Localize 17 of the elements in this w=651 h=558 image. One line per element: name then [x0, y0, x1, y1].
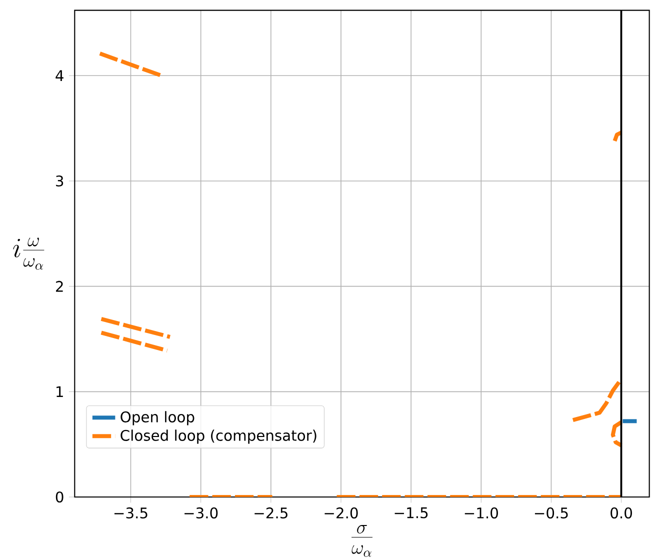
- x-tick-label: −2.5: [254, 507, 288, 518]
- y-tick-label: 4: [56, 70, 64, 81]
- x-tick-label: −0.5: [534, 507, 568, 518]
- legend-label: Open loop: [120, 411, 194, 426]
- y-tick-label: 3: [56, 175, 64, 187]
- x-tick-label: −3.0: [184, 507, 218, 518]
- legend-label: Closed loop (compensator): [120, 430, 316, 444]
- x-tick-label: 0.0: [610, 507, 632, 518]
- y-tick-label: 0: [56, 491, 64, 503]
- y-tick-label: 1: [56, 386, 63, 398]
- x-tick-label: −1.5: [394, 507, 428, 518]
- x-axis-title: $\frac{\sigma}{\omega_\alpha}$: [352, 524, 372, 557]
- x-tick-label: −1.0: [464, 507, 498, 518]
- y-axis-title: $i\frac{\omega}{\omega_\alpha}$: [13, 238, 44, 270]
- x-tick-label: −3.5: [114, 507, 148, 518]
- x-tick-label: −2.0: [324, 507, 358, 518]
- y-tick-label: 2: [56, 280, 63, 292]
